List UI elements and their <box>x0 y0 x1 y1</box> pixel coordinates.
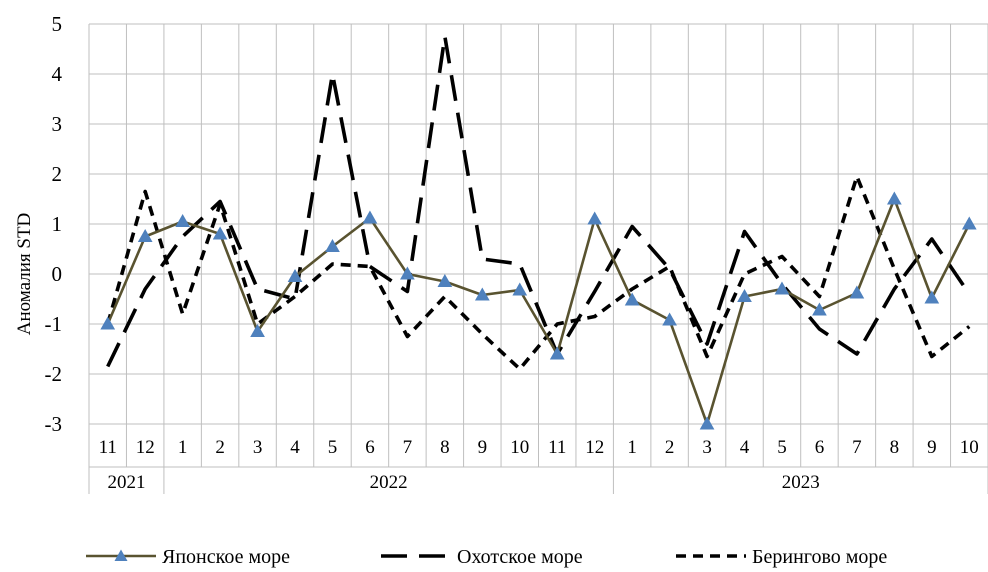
x-tick-label: 7 <box>852 437 862 458</box>
year-label: 2021 <box>107 472 145 493</box>
data-point-japan-sea <box>287 268 303 282</box>
data-point-japan-sea <box>512 282 528 296</box>
y-tick-label: -1 <box>45 312 63 336</box>
data-point-japan-sea <box>250 323 265 337</box>
grid <box>88 23 988 425</box>
data-point-japan-sea <box>849 285 865 299</box>
data-point-japan-sea <box>212 226 228 240</box>
y-axis-label: Аномалия STD <box>14 213 35 336</box>
x-tick-label: 8 <box>890 437 900 458</box>
data-point-japan-sea <box>812 302 827 316</box>
data-point-japan-sea <box>175 213 191 227</box>
x-tick-label: 5 <box>777 437 787 458</box>
y-tick-label: 1 <box>52 212 63 236</box>
series-line-japan-sea <box>106 197 971 426</box>
series-line-okhotsk-sea <box>106 34 971 368</box>
y-tick-label: 2 <box>52 162 63 186</box>
x-tick-label: 4 <box>290 437 300 458</box>
x-tick-label: 9 <box>478 437 488 458</box>
y-tick-label: 4 <box>52 62 63 86</box>
year-label: 2023 <box>782 472 820 493</box>
x-tick-label: 11 <box>99 437 117 458</box>
data-point-japan-sea <box>886 191 902 205</box>
data-point-japan-sea <box>587 211 603 225</box>
data-point-japan-sea <box>325 238 340 252</box>
y-axis: -3 -2 -1 0 1 2 3 4 5 <box>45 12 63 436</box>
x-tick-label: 9 <box>927 437 937 458</box>
y-tick-label: -3 <box>45 412 63 436</box>
x-tick-label: 1 <box>178 437 188 458</box>
x-tick-label: 2 <box>215 437 225 458</box>
data-point-japan-sea <box>774 281 790 295</box>
x-tick-label: 11 <box>548 437 566 458</box>
x-tick-label: 10 <box>510 437 529 458</box>
legend-label: Охотское море <box>457 546 583 568</box>
series-lines <box>100 34 977 430</box>
year-label: 2022 <box>370 472 408 493</box>
data-point-japan-sea <box>699 416 715 430</box>
x-tick-label: 2 <box>665 437 675 458</box>
data-point-japan-sea <box>437 273 453 287</box>
data-point-japan-sea <box>549 346 565 360</box>
data-point-japan-sea <box>137 228 153 242</box>
legend: Японское море Охотское море Берингово море <box>86 546 887 568</box>
x-tick-label: 3 <box>702 437 712 458</box>
x-tick-label: 7 <box>403 437 413 458</box>
data-point-japan-sea <box>474 287 490 301</box>
legend-marker <box>114 549 128 561</box>
data-point-japan-sea <box>924 290 940 304</box>
x-tick-label: 3 <box>253 437 263 458</box>
data-point-japan-sea <box>624 292 640 306</box>
x-tick-label: 4 <box>740 437 750 458</box>
y-tick-label: 0 <box>52 262 63 286</box>
y-tick-label: 3 <box>52 112 63 136</box>
y-tick-label: 5 <box>52 12 63 36</box>
series-line-bering-sea <box>105 174 971 371</box>
x-tick-label: 6 <box>365 437 375 458</box>
x-tick-label: 6 <box>815 437 825 458</box>
legend-label: Берингово море <box>752 546 887 568</box>
legend-label: Японское море <box>162 546 290 568</box>
x-tick-label: 10 <box>960 437 979 458</box>
x-tick-label: 8 <box>440 437 450 458</box>
y-tick-label: -2 <box>45 362 63 386</box>
x-tick-label: 12 <box>136 437 155 458</box>
x-tick-label: 12 <box>585 437 604 458</box>
x-tick-label: 5 <box>328 437 338 458</box>
x-tick-label: 1 <box>627 437 637 458</box>
data-point-japan-sea <box>961 216 977 230</box>
data-point-japan-sea <box>100 316 116 330</box>
data-point-japan-sea <box>662 312 677 326</box>
data-point-japan-sea <box>400 266 415 280</box>
data-point-japan-sea <box>737 288 752 302</box>
data-point-japan-sea <box>362 210 378 224</box>
